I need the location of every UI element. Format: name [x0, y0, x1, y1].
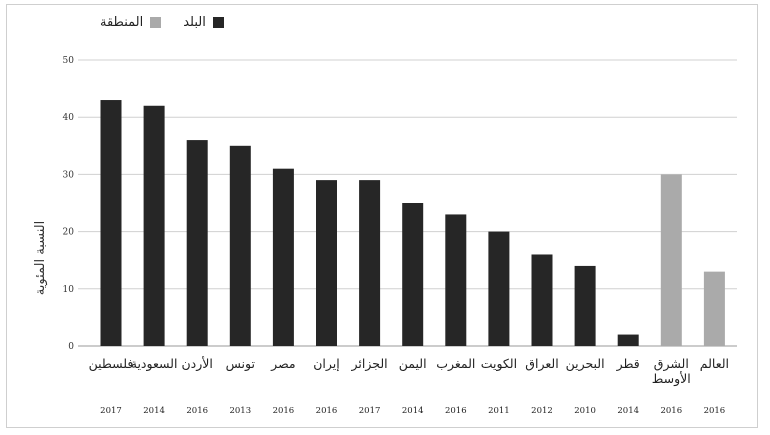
bar — [445, 214, 467, 346]
category-label: الجزائر — [351, 356, 388, 372]
year-label: 2013 — [229, 406, 251, 416]
bar — [703, 271, 725, 346]
y-tick-label: 10 — [63, 285, 75, 295]
year-label: 2016 — [704, 406, 726, 416]
y-tick-label: 50 — [63, 56, 75, 66]
bar — [272, 168, 294, 346]
year-label: 2014 — [617, 406, 639, 416]
legend-item-country: البلد — [183, 15, 224, 30]
category-label: فلسطين — [89, 356, 134, 372]
y-tick-label: 30 — [63, 170, 75, 180]
category-label: البحرين — [566, 356, 605, 372]
legend-swatch-region — [150, 16, 162, 28]
category-label: الأردن — [182, 356, 213, 372]
legend-label-country: البلد — [183, 14, 206, 30]
bar — [488, 231, 510, 346]
year-label: 2016 — [445, 406, 467, 416]
legend-swatch-country — [212, 16, 224, 28]
year-label: 2017 — [359, 406, 381, 416]
bar — [660, 174, 682, 346]
legend-label-region: المنطقة — [100, 14, 144, 30]
chart-frame — [6, 4, 758, 428]
y-axis-label: النسبة المئوية — [33, 221, 48, 295]
category-label: العالم — [700, 356, 729, 372]
bar — [229, 145, 251, 346]
year-label: 2014 — [143, 406, 165, 416]
y-tick-label: 0 — [68, 342, 74, 352]
year-label: 2016 — [186, 406, 208, 416]
year-label: 2014 — [402, 406, 424, 416]
year-label: 2016 — [273, 406, 295, 416]
year-label: 2016 — [660, 406, 682, 416]
bar — [316, 180, 337, 346]
y-tick-label: 20 — [63, 228, 75, 238]
year-label: 2010 — [574, 406, 596, 416]
category-label: الكويت — [481, 356, 517, 372]
year-label: 2011 — [488, 406, 510, 416]
bar — [143, 105, 165, 346]
bar — [531, 254, 553, 346]
category-label: الشرق الأوسط — [652, 356, 691, 387]
bar — [574, 265, 596, 346]
year-label: 2016 — [316, 406, 338, 416]
category-label: مصر — [270, 356, 295, 372]
y-tick-label: 40 — [63, 113, 75, 123]
category-label: المغرب — [436, 356, 475, 372]
bars — [100, 100, 725, 346]
category-label: إيران — [313, 356, 340, 372]
category-label: العراق — [525, 356, 558, 372]
legend: البلد المنطقة — [78, 13, 224, 31]
bar — [402, 203, 424, 346]
bar — [186, 140, 208, 346]
year-label: 2017 — [100, 406, 122, 416]
bar — [617, 334, 639, 346]
category-label: اليمن — [399, 356, 427, 372]
category-label: قطر — [616, 356, 640, 372]
legend-item-region: المنطقة — [100, 14, 162, 30]
year-label: 2012 — [531, 406, 553, 416]
y-axis-ticks: 0 10 20 30 40 50 — [63, 56, 75, 352]
category-label: تونس — [226, 356, 256, 372]
category-label: السعودية — [131, 356, 178, 372]
year-labels: 2017 2014 2016 2013 2016 2016 2017 2014 2016 2011… — [100, 406, 725, 416]
bar — [359, 180, 381, 346]
bar — [100, 100, 122, 346]
